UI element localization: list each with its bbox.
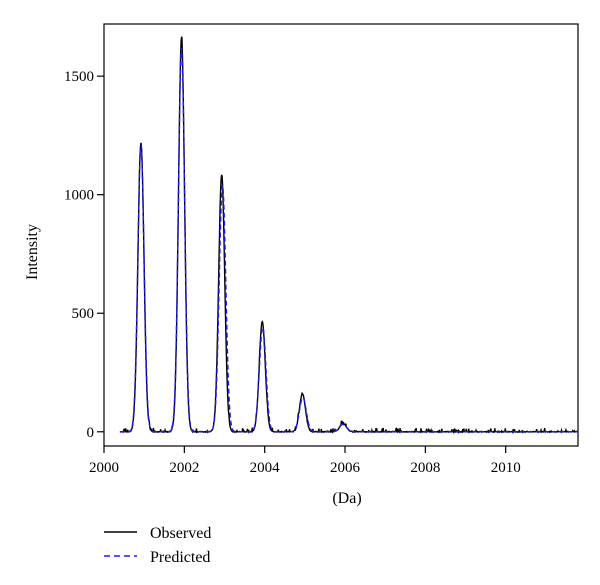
plot-frame	[103, 23, 579, 447]
plot-area	[103, 23, 579, 447]
y-tick-label: 1000	[64, 188, 94, 204]
y-axis: 0 500 1000 1500	[64, 69, 104, 441]
series-observed-line	[119, 36, 579, 435]
y-tick-label: 1500	[64, 69, 94, 85]
x-tick-label: 2002	[169, 460, 199, 476]
x-axis: 2000 2002 2004 2006 2008 2010	[89, 446, 521, 476]
x-tick-label: 2010	[491, 460, 521, 476]
x-tick-label: 2004	[250, 460, 281, 476]
x-axis-title: (Da)	[332, 490, 361, 507]
x-tick-label: 2006	[330, 460, 361, 476]
legend-label-observed: Observed	[150, 525, 211, 542]
legend: Observed Predicted	[104, 525, 211, 566]
x-tick-label: 2008	[410, 460, 440, 476]
y-axis-title: Intensity	[24, 224, 41, 280]
legend-label-predicted: Predicted	[150, 549, 210, 566]
y-tick-label: 500	[72, 306, 95, 322]
series-predicted-line	[120, 47, 578, 433]
y-tick-label: 0	[87, 425, 95, 441]
x-tick-label: 2000	[89, 460, 119, 476]
